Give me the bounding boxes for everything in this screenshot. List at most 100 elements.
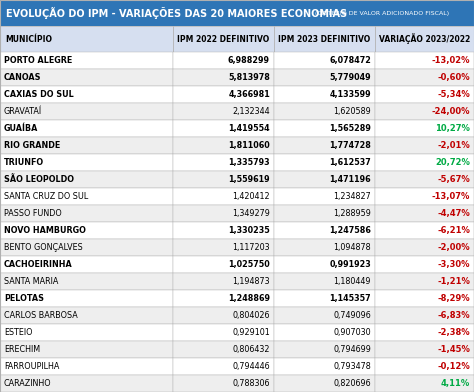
Text: CACHOEIRINHA: CACHOEIRINHA [4,260,73,269]
Text: 5,779049: 5,779049 [329,73,371,82]
Bar [173,205,274,222]
Text: 0,907030: 0,907030 [333,328,371,337]
Text: -24,00%: -24,00% [431,107,470,116]
Bar [274,52,375,69]
Text: 0,929101: 0,929101 [232,328,270,337]
Text: ESTEIO: ESTEIO [4,328,33,337]
Text: -0,60%: -0,60% [438,73,470,82]
Text: -1,21%: -1,21% [437,277,470,286]
Bar [173,120,274,137]
Text: 1,349279: 1,349279 [232,209,270,218]
Bar [173,137,274,154]
Bar [173,307,274,324]
Text: 1,811060: 1,811060 [228,141,270,150]
Text: CAXIAS DO SUL: CAXIAS DO SUL [4,90,74,99]
Text: 1,565289: 1,565289 [329,124,371,133]
Text: 0,749096: 0,749096 [333,311,371,320]
Text: 0,793478: 0,793478 [333,362,371,371]
Text: VARIAÇÃO 2023/2022: VARIAÇÃO 2023/2022 [379,34,470,44]
Text: -5,67%: -5,67% [437,175,470,184]
Bar [274,120,375,137]
Bar [0,26,173,52]
Bar [173,222,274,239]
Text: 1,288959: 1,288959 [333,209,371,218]
Text: SÃO LEOPOLDO: SÃO LEOPOLDO [4,175,74,184]
Bar [0,69,173,86]
Text: -2,00%: -2,00% [438,243,470,252]
Bar [375,205,474,222]
Text: 1,335793: 1,335793 [228,158,270,167]
Bar [375,171,474,188]
Text: 0,794699: 0,794699 [333,345,371,354]
Text: BENTO GONÇALVES: BENTO GONÇALVES [4,243,83,252]
Text: GUAÍBA: GUAÍBA [4,124,38,133]
Text: 1,025750: 1,025750 [228,260,270,269]
Bar [0,86,173,103]
Bar [0,188,173,205]
Text: -13,07%: -13,07% [432,192,470,201]
Bar [173,26,274,52]
Text: (CRITÉRIO DE VALOR ADICIONADO FISCAL): (CRITÉRIO DE VALOR ADICIONADO FISCAL) [315,10,449,16]
Bar [274,205,375,222]
Bar [375,52,474,69]
Text: PORTO ALEGRE: PORTO ALEGRE [4,56,72,65]
Bar [375,86,474,103]
Text: FARROUPILHA: FARROUPILHA [4,362,59,371]
Bar [274,188,375,205]
Bar [375,26,474,52]
Bar [0,341,173,358]
Text: 1,471196: 1,471196 [329,175,371,184]
Text: 1,247586: 1,247586 [329,226,371,235]
Bar [375,154,474,171]
Bar [173,103,274,120]
Text: PASSO FUNDO: PASSO FUNDO [4,209,62,218]
Bar [375,256,474,273]
Text: 1,180449: 1,180449 [333,277,371,286]
Text: 0,804026: 0,804026 [232,311,270,320]
Bar [375,324,474,341]
Text: IPM 2023 DEFINITIVO: IPM 2023 DEFINITIVO [278,34,371,44]
Text: 1,330235: 1,330235 [228,226,270,235]
Bar [375,341,474,358]
Text: -1,45%: -1,45% [437,345,470,354]
Bar [0,52,173,69]
Bar [274,375,375,392]
Text: 4,11%: 4,11% [441,379,470,388]
Text: -2,38%: -2,38% [438,328,470,337]
Bar [375,188,474,205]
Bar [274,290,375,307]
Text: 1,145357: 1,145357 [329,294,371,303]
Text: SANTA CRUZ DO SUL: SANTA CRUZ DO SUL [4,192,88,201]
Text: 1,559619: 1,559619 [228,175,270,184]
Text: 1,774728: 1,774728 [329,141,371,150]
Bar [0,222,173,239]
Bar [0,154,173,171]
Text: 6,078472: 6,078472 [329,56,371,65]
Text: RIO GRANDE: RIO GRANDE [4,141,60,150]
Bar [173,86,274,103]
Bar [375,375,474,392]
Text: 1,094878: 1,094878 [333,243,371,252]
Bar [274,358,375,375]
Bar [0,120,173,137]
Bar [0,307,173,324]
Bar [0,239,173,256]
Bar [0,137,173,154]
Bar [274,154,375,171]
Bar [173,256,274,273]
Text: -6,83%: -6,83% [438,311,470,320]
Text: -5,34%: -5,34% [437,90,470,99]
Bar [274,341,375,358]
Text: 1,620589: 1,620589 [333,107,371,116]
Text: 1,248869: 1,248869 [228,294,270,303]
Text: GRAVATAÍ: GRAVATAÍ [4,107,42,116]
Bar [173,69,274,86]
Bar [173,239,274,256]
Text: 4,133599: 4,133599 [329,90,371,99]
Bar [375,222,474,239]
Bar [173,154,274,171]
Text: -0,12%: -0,12% [437,362,470,371]
Text: CANOAS: CANOAS [4,73,42,82]
Bar [274,307,375,324]
Bar [173,171,274,188]
